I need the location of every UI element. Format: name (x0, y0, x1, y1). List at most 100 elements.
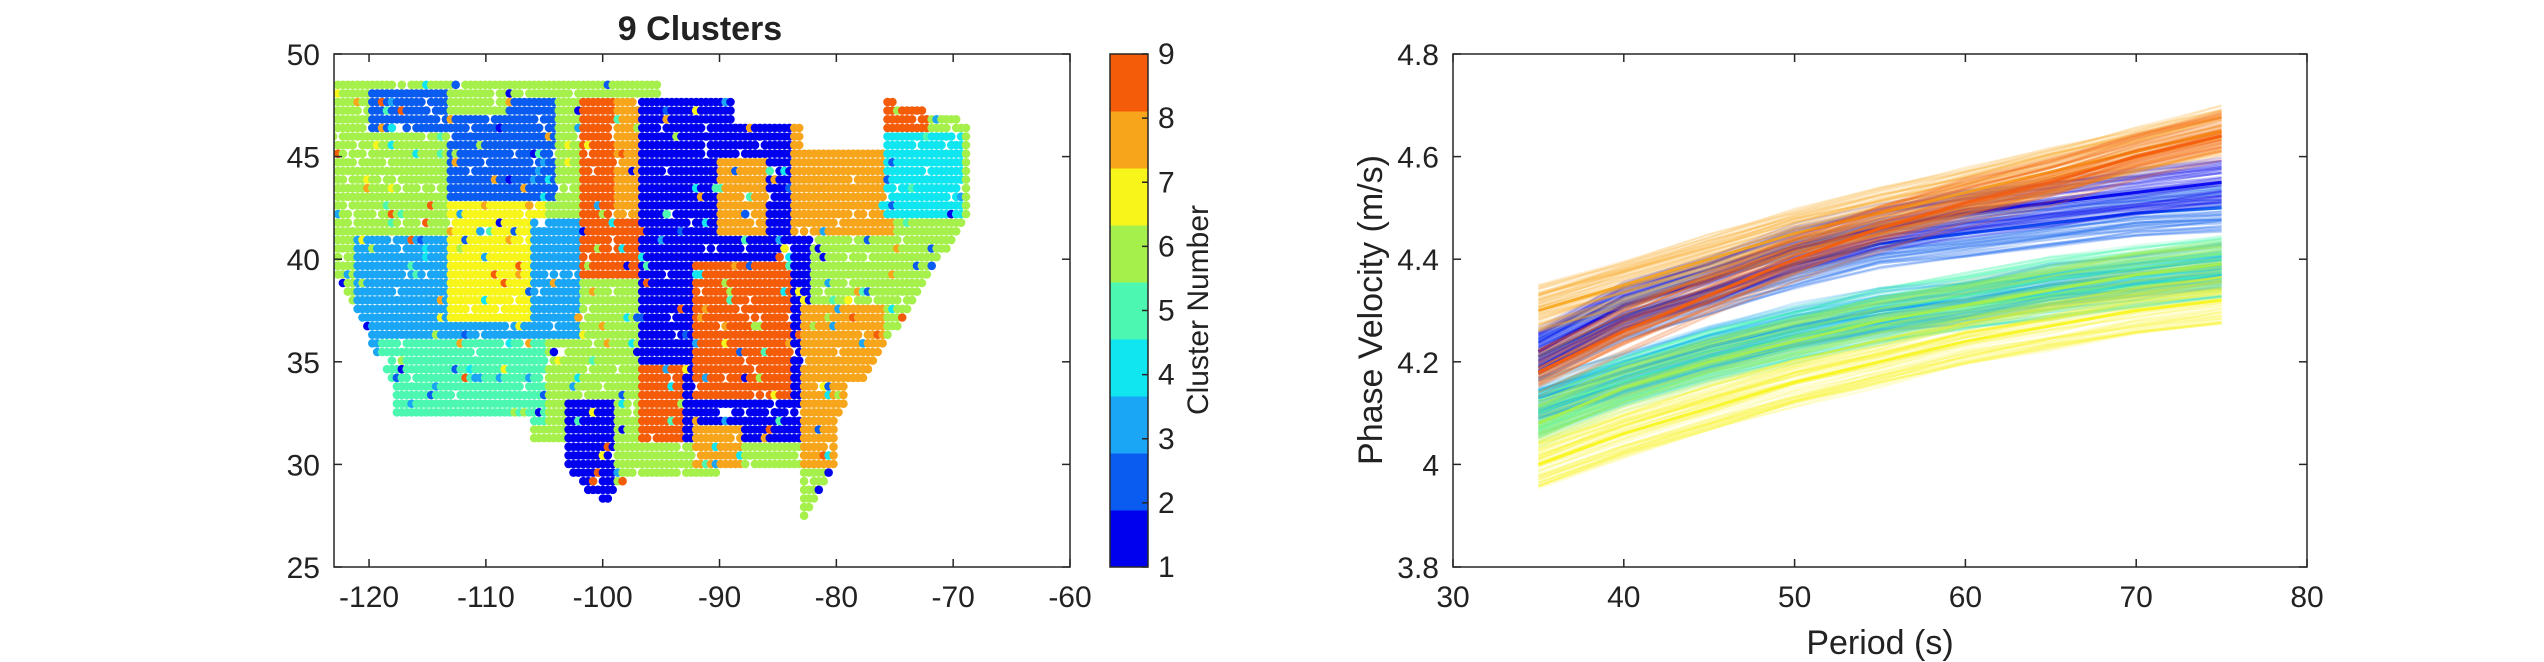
cluster-point (755, 390, 765, 400)
cluster-point (324, 115, 333, 124)
cluster-point (775, 252, 784, 262)
map-x-tick-label: -110 (457, 581, 515, 614)
cluster-point (799, 227, 809, 236)
cluster-point (736, 356, 745, 365)
cluster-point (902, 304, 912, 314)
cluster-point (603, 235, 613, 245)
cluster-point (726, 106, 735, 115)
cluster-point (392, 218, 402, 227)
cluster-point (324, 124, 333, 133)
cluster-point (642, 433, 652, 443)
cluster-point (951, 183, 961, 193)
cluster-point (480, 115, 490, 124)
cluster-point (726, 115, 735, 124)
cluster-point (324, 218, 333, 227)
map-x-tick-label: -70 (931, 581, 974, 614)
cluster-point (942, 123, 951, 133)
cluster-point (829, 459, 838, 469)
cluster-point (726, 433, 735, 443)
cluster-point (324, 244, 333, 253)
cluster-point (794, 123, 804, 133)
cluster-point (951, 227, 961, 236)
cluster-point (608, 485, 617, 495)
cluster-point (603, 209, 613, 219)
cluster-point (525, 201, 534, 210)
cluster-point (804, 235, 814, 245)
colorbar-swatch (1110, 54, 1148, 112)
cluster-point (858, 252, 868, 262)
cluster-point (579, 364, 588, 374)
cluster-point (839, 278, 848, 288)
cluster-point (672, 442, 681, 452)
cluster-point (804, 502, 814, 512)
cluster-point (652, 89, 662, 98)
cluster-point (324, 132, 333, 141)
cluster-point (662, 209, 671, 219)
cluster-point (888, 183, 897, 193)
cluster-point (927, 261, 936, 271)
cluster-point (790, 408, 799, 417)
map-y-tick-label: 35 (287, 347, 320, 380)
cluster-point (515, 209, 524, 219)
cluster-point (603, 451, 613, 460)
cluster-point (853, 330, 863, 340)
cluster-point (829, 442, 838, 452)
colorbar-tick-label: 9 (1158, 38, 1175, 71)
cluster-point (387, 287, 397, 296)
cluster-point (907, 140, 917, 150)
cluster-point (961, 201, 971, 210)
cluster-point (740, 313, 750, 322)
cluster-point (912, 287, 922, 296)
cluster-point (451, 80, 461, 90)
cluster-point (790, 451, 799, 460)
cluster-point (485, 97, 495, 107)
colorbar-swatch (1110, 510, 1148, 568)
cluster-point (657, 166, 667, 176)
cluster-point (387, 356, 397, 365)
cluster-point (839, 399, 848, 409)
cluster-point (603, 287, 613, 296)
cluster-point (417, 97, 426, 107)
cluster-point (961, 140, 971, 150)
cluster-point (525, 158, 534, 167)
cluster-point (549, 270, 559, 279)
cluster-point (873, 347, 882, 357)
cluster-point (858, 209, 868, 219)
cluster-point (441, 132, 451, 141)
cluster-point (858, 373, 868, 383)
cluster-point (961, 166, 971, 176)
cluster-point (579, 149, 588, 158)
cluster-point (961, 149, 971, 158)
map-y-tick-label: 30 (287, 449, 320, 482)
cluster-point (569, 132, 578, 141)
cluster-point (942, 244, 951, 253)
cluster-point (961, 175, 971, 184)
cluster-point (539, 356, 549, 365)
cluster-point (878, 192, 887, 202)
colorbar-swatch (1110, 339, 1148, 397)
colorbar-swatch (1110, 453, 1148, 511)
cluster-point (324, 89, 333, 98)
cluster-point (324, 81, 333, 90)
colorbar-label: Cluster Number (1182, 205, 1215, 415)
cluster-point (745, 218, 755, 227)
cluster-point (618, 476, 627, 486)
cluster-point (814, 485, 824, 495)
colorbar-swatch (1110, 396, 1148, 454)
cluster-point (583, 339, 593, 348)
cluster-point (961, 158, 971, 167)
cluster-point (961, 209, 971, 219)
cluster-point (324, 193, 333, 202)
cluster-point (485, 89, 495, 98)
map-y-tick-label: 40 (287, 244, 320, 277)
cluster-point (740, 295, 750, 305)
cluster-point (819, 442, 828, 452)
cluster-point (534, 373, 544, 383)
cluster-point (893, 235, 902, 245)
cluster-point (917, 278, 927, 288)
cluster-point (824, 468, 833, 477)
cluster-point (324, 201, 333, 210)
cluster-point (829, 425, 838, 434)
cluster-point (947, 235, 956, 245)
cluster-point (544, 321, 554, 331)
